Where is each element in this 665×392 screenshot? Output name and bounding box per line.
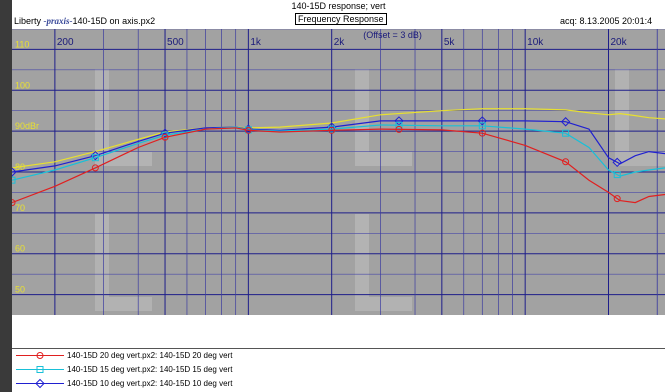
data-point-circle (12, 199, 16, 207)
series-line-none (12, 108, 665, 169)
data-point-square (12, 176, 16, 184)
y-tick-label: 100 (15, 80, 30, 90)
data-point-diamond (612, 157, 622, 168)
data-point-diamond (560, 117, 571, 127)
acquisition-timestamp: acq: 8.13.2005 20:01:4 (560, 16, 653, 26)
data-point-circle (91, 164, 99, 172)
x-tick-label: 2k (334, 37, 346, 48)
brand-logo: -praxis- (43, 16, 73, 26)
legend-label: 140-15D 10 deg vert.px2: 140-15D 10 deg … (67, 379, 233, 388)
data-point-diamond (12, 167, 17, 177)
data-point-circle (244, 126, 252, 134)
data-point-circle (562, 158, 570, 166)
data-point-circle (613, 195, 621, 203)
data-point-circle (395, 125, 403, 133)
plot-area: 200 500 1k 2k 5k 10k 20k 110 100 90dBr 80 70 60 50 (Of… (12, 29, 665, 315)
x-tick-label: 20k (610, 37, 627, 48)
x-tick-label: 500 (167, 37, 184, 48)
data-point-square (91, 154, 99, 162)
watermark-glyph (95, 214, 152, 311)
y-tick-label: 110 (15, 39, 29, 49)
y-tick-label: 90dBr (15, 121, 39, 131)
data-point-diamond (477, 116, 487, 126)
frequency-response-chart: 200 500 1k 2k 5k 10k 20k11010090dBr80706050(Of… (12, 29, 665, 315)
watermark-glyph (615, 69, 665, 166)
data-point-square (161, 131, 169, 139)
x-tick-label: 200 (57, 37, 74, 48)
watermark-glyph (355, 69, 412, 166)
legend-swatch-diamond (16, 378, 64, 389)
legend-swatch-square (16, 366, 64, 373)
offset-annotation: (Offset = 3 dB) (363, 30, 422, 40)
chart-subtitle: Frequency Response (295, 13, 387, 25)
chart-window: 140-15D response; vert Frequency Respons… (12, 0, 665, 392)
data-point-circle (478, 129, 486, 137)
data-point-square (478, 122, 486, 130)
brand-name: Liberty (14, 16, 42, 26)
watermark-glyph (355, 214, 412, 311)
file-name: 140-15D on axis.px2 (72, 16, 156, 26)
legend-label: 140-15D 20 deg vert.px2: 140-15D 20 deg … (67, 351, 233, 360)
watermark-glyph (95, 69, 152, 166)
y-tick-label: 70 (15, 203, 25, 213)
data-point-square (613, 171, 621, 179)
file-caption: Liberty -praxis-140-15D on axis.px2 (14, 16, 155, 26)
x-tick-label: 10k (527, 37, 544, 48)
background-watermark (95, 69, 665, 311)
legend: 140-15D 20 deg vert.px2: 140-15D 20 deg … (12, 348, 665, 392)
x-tick-label: 1k (250, 37, 262, 48)
data-point-square (395, 121, 403, 129)
series-line-circle (12, 127, 665, 204)
data-point-circle (328, 126, 336, 134)
y-tick-label: 50 (15, 285, 25, 295)
series-line-diamond (12, 120, 665, 173)
legend-label: 140-15D 15 deg vert.px2: 140-15D 15 deg … (67, 365, 233, 374)
chart-title: 140-15D response; vert (291, 1, 386, 11)
data-point-square (562, 129, 570, 137)
y-tick-label: 60 (15, 244, 25, 254)
data-point-circle (161, 133, 169, 141)
legend-swatch-circle (16, 352, 64, 359)
series-line-square (12, 124, 665, 181)
x-tick-label: 5k (444, 37, 456, 48)
